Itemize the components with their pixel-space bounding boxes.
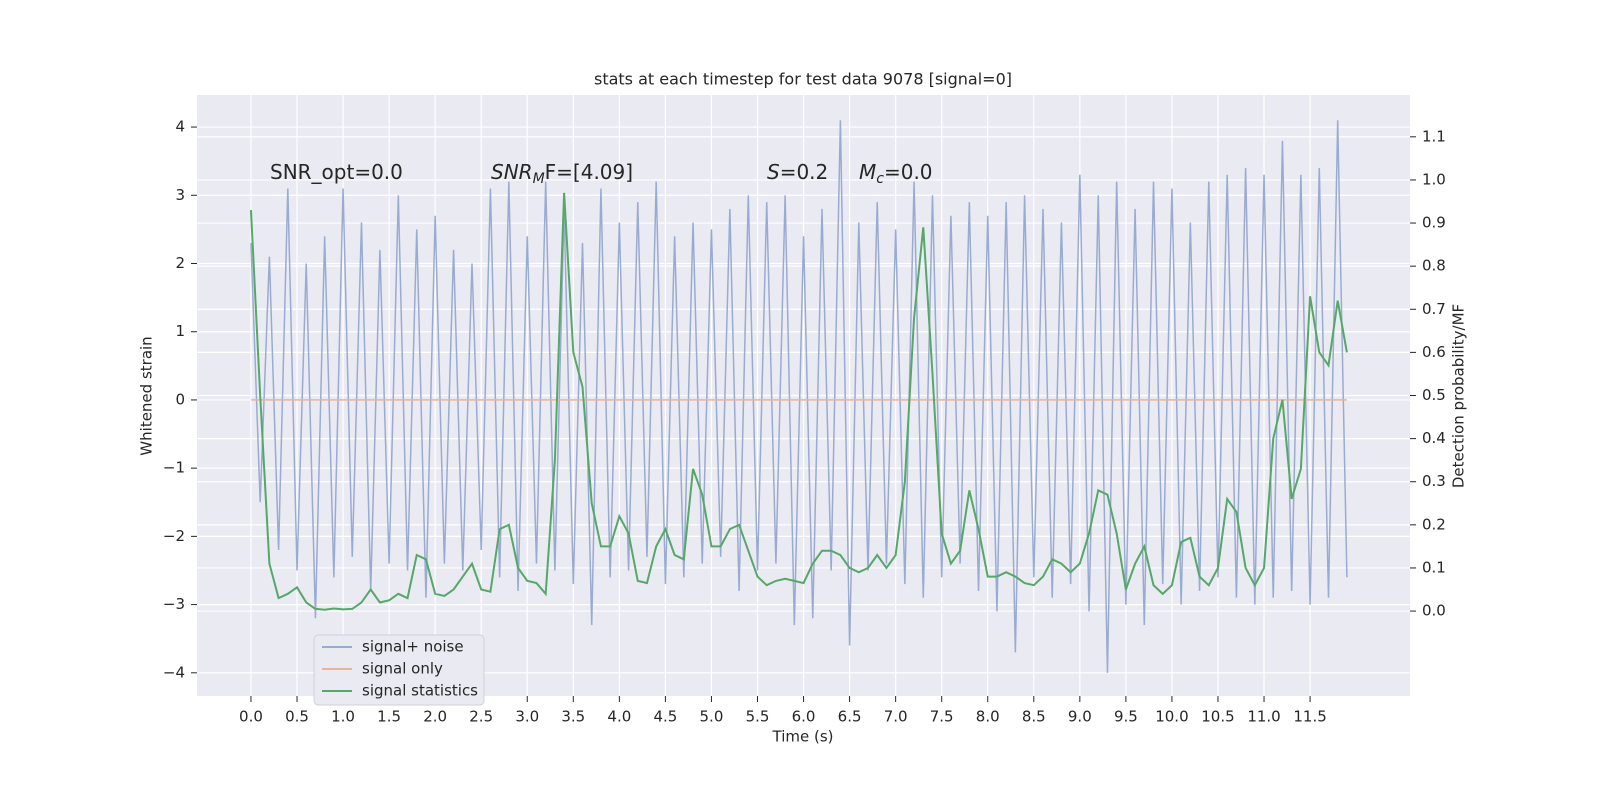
x-tick-label: 11.0 [1247,708,1280,726]
annotation: SNR_opt=0.0 [270,160,403,184]
annotation-part: =0.0 [884,160,933,184]
x-tick-label: 1.0 [331,708,355,726]
x-tick-label: 9.0 [1068,708,1092,726]
y2-tick-label: 0.5 [1422,386,1446,404]
y2-tick-label: 0.3 [1422,472,1446,490]
y-tick-label: 3 [175,186,185,204]
chart-title: stats at each timestep for test data 907… [594,70,1012,89]
x-tick-label: 0.0 [239,708,263,726]
x-tick-label: 8.5 [1022,708,1046,726]
x-tick-label: 7.0 [884,708,908,726]
annotation-part: S [767,160,780,184]
x-tick-label: 8.0 [976,708,1000,726]
annotation: S=0.2 [767,160,828,184]
y2-tick-label: 0.2 [1422,515,1446,533]
x-tick-label: 4.0 [607,708,631,726]
legend-label: signal+ noise [362,638,464,656]
annotation-part: SNR_opt=0.0 [270,160,403,184]
x-tick-label: 10.5 [1201,708,1234,726]
y-tick-label: 0 [175,390,185,408]
series-line [249,192,1348,611]
y2-tick-label: 0.7 [1422,300,1446,318]
x-tick-label: 7.5 [930,708,954,726]
x-tick-label: 1.5 [377,708,401,726]
x-tick-label: 2.5 [469,708,493,726]
annotation-part: M [533,171,545,187]
x-tick-label: 11.5 [1293,708,1326,726]
series-line [250,120,1348,673]
annotation-part: c [876,171,884,187]
y-tick-label: −3 [163,595,185,613]
y2-tick-label: 0.6 [1422,343,1446,361]
x-tick-label: 5.5 [746,708,770,726]
x-tick-label: 6.0 [792,708,816,726]
x-tick-label: 5.0 [700,708,724,726]
legend-label: signal only [362,660,443,678]
y-tick-label: −4 [163,663,185,681]
annotation-part: SNR [491,160,533,184]
x-tick-label: 3.5 [561,708,585,726]
y-tick-label: 1 [175,322,185,340]
x-tick-label: 6.5 [838,708,862,726]
x-tick-label: 10.0 [1155,708,1188,726]
y2-tick-label: 0.8 [1422,257,1446,275]
x-tick-label: 0.5 [285,708,309,726]
annotation-part: M [859,160,876,184]
y2-tick-label: 0.1 [1422,558,1446,576]
legend-label: signal statistics [362,682,478,700]
y-axis-label: Whitened strain [138,336,156,455]
annotation: Mc=0.0 [859,160,933,188]
x-tick-label: 9.5 [1114,708,1138,726]
legend: signal+ noise signal only signal statistic… [313,634,485,706]
annotation-part: =0.2 [780,160,829,184]
y2-tick-label: 0.4 [1422,429,1446,447]
annotation-part: F=[4.09] [545,160,633,184]
y-tick-label: 4 [175,118,185,136]
y2-tick-label: 0.9 [1422,214,1446,232]
y-tick-label: 2 [175,254,185,272]
y2-tick-label: 1.1 [1422,127,1446,145]
annotation: SNRMF=[4.09] [491,160,633,188]
y-tick-label: −2 [163,527,185,545]
x-tick-label: 3.0 [515,708,539,726]
legend-box [313,634,485,706]
x-tick-label: 2.0 [423,708,447,726]
y2-tick-label: 1.0 [1422,170,1446,188]
plot-lines [249,120,1348,673]
y2-axis-label: Detection probability/MF [1450,304,1468,488]
x-tick-label: 4.5 [653,708,677,726]
x-axis-label: Time (s) [772,728,834,746]
y-tick-label: −1 [163,459,185,477]
y2-tick-label: 0.0 [1422,602,1446,620]
